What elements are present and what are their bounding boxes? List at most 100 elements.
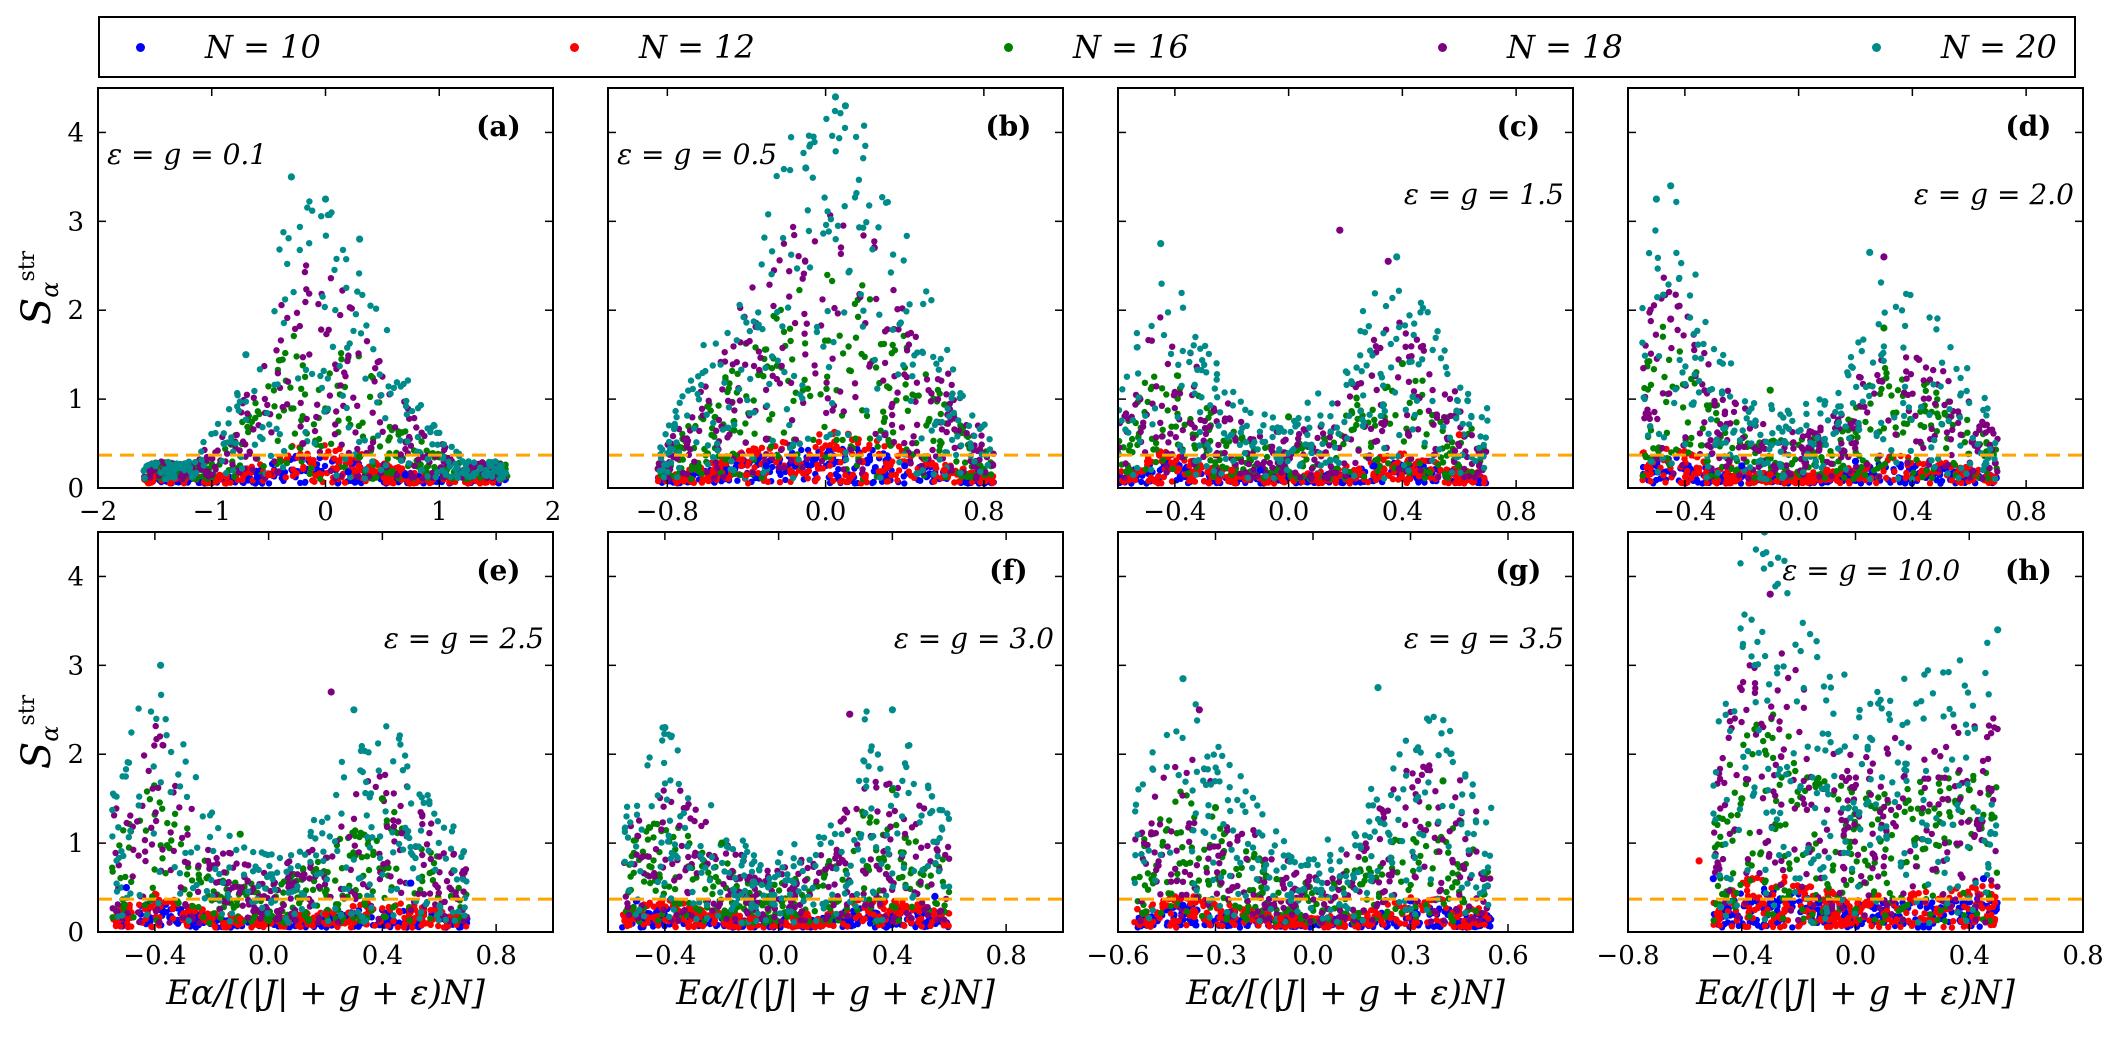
data-point bbox=[909, 373, 916, 380]
data-point bbox=[446, 463, 453, 470]
data-point bbox=[154, 459, 161, 467]
data-point bbox=[709, 454, 717, 461]
data-point bbox=[345, 352, 352, 359]
data-point bbox=[307, 460, 315, 467]
data-point bbox=[271, 308, 278, 315]
data-point bbox=[793, 265, 801, 272]
data-point bbox=[761, 234, 768, 241]
data-point bbox=[734, 477, 741, 484]
data-point bbox=[1861, 403, 1868, 410]
data-point bbox=[905, 468, 912, 475]
data-point bbox=[169, 463, 177, 470]
data-point bbox=[780, 240, 788, 247]
data-point bbox=[890, 286, 897, 294]
data-point bbox=[1382, 302, 1390, 310]
data-point bbox=[327, 275, 335, 282]
data-point bbox=[273, 347, 280, 354]
data-point bbox=[928, 427, 935, 434]
data-point bbox=[1425, 407, 1433, 414]
data-point bbox=[404, 377, 412, 384]
data-point bbox=[1191, 381, 1198, 388]
data-point bbox=[736, 397, 744, 404]
data-point bbox=[820, 343, 827, 350]
data-point bbox=[1157, 240, 1165, 248]
data-point bbox=[790, 372, 798, 380]
data-point bbox=[1160, 457, 1167, 464]
data-point bbox=[1415, 473, 1423, 480]
data-point bbox=[1958, 479, 1965, 486]
data-point bbox=[1864, 409, 1871, 416]
data-point bbox=[747, 375, 754, 383]
data-point bbox=[496, 462, 503, 469]
data-point bbox=[1394, 374, 1402, 381]
data-point bbox=[264, 401, 271, 409]
data-point bbox=[810, 133, 817, 140]
data-point bbox=[832, 471, 839, 478]
data-point bbox=[881, 414, 889, 422]
data-point bbox=[936, 447, 943, 454]
data-point bbox=[1153, 383, 1160, 390]
data-point bbox=[777, 446, 785, 454]
data-point bbox=[242, 351, 250, 359]
x-tick-label: −0.8 bbox=[636, 497, 699, 527]
data-point bbox=[698, 479, 706, 486]
data-point bbox=[363, 338, 371, 345]
data-point bbox=[1876, 473, 1883, 480]
data-point bbox=[895, 443, 903, 450]
data-point bbox=[673, 414, 680, 421]
data-point bbox=[491, 466, 498, 473]
data-point bbox=[840, 408, 847, 415]
data-point bbox=[913, 421, 921, 428]
data-point bbox=[1326, 442, 1333, 449]
data-point bbox=[1269, 464, 1276, 471]
data-point bbox=[333, 408, 340, 415]
data-point bbox=[841, 309, 848, 316]
data-point bbox=[1118, 437, 1123, 445]
data-point bbox=[1699, 425, 1707, 432]
data-point bbox=[1129, 417, 1137, 424]
data-point bbox=[900, 362, 907, 369]
data-point bbox=[1395, 323, 1403, 331]
data-point bbox=[1704, 442, 1711, 449]
data-point bbox=[343, 256, 350, 263]
data-point bbox=[1883, 374, 1890, 382]
data-point bbox=[1188, 420, 1195, 428]
data-point bbox=[780, 464, 788, 471]
data-point bbox=[660, 474, 667, 481]
data-point bbox=[1405, 378, 1413, 385]
data-point bbox=[1949, 421, 1957, 429]
data-point bbox=[1395, 465, 1402, 472]
data-point bbox=[1688, 434, 1695, 442]
data-point bbox=[762, 435, 770, 443]
data-point bbox=[332, 306, 339, 314]
data-point bbox=[937, 355, 944, 363]
data-point bbox=[1221, 418, 1228, 425]
data-point bbox=[874, 385, 881, 392]
x-tick-label: 0 bbox=[317, 497, 334, 527]
data-point bbox=[829, 407, 836, 414]
data-point bbox=[252, 455, 260, 462]
data-point bbox=[1283, 466, 1291, 474]
data-point bbox=[776, 380, 784, 387]
data-point bbox=[325, 326, 332, 333]
data-point bbox=[938, 418, 946, 426]
data-point bbox=[847, 474, 854, 482]
data-point bbox=[1444, 474, 1452, 482]
data-point bbox=[943, 391, 950, 398]
data-point bbox=[397, 437, 404, 444]
legend-marker-n12-icon bbox=[570, 42, 579, 52]
data-point bbox=[826, 462, 834, 469]
data-point bbox=[1894, 387, 1902, 394]
data-point bbox=[1446, 395, 1454, 403]
data-point bbox=[750, 318, 757, 325]
data-point bbox=[318, 326, 325, 333]
data-point bbox=[336, 362, 343, 370]
data-point bbox=[657, 444, 664, 451]
data-point bbox=[986, 446, 994, 453]
data-point bbox=[397, 451, 404, 458]
data-point bbox=[754, 324, 761, 331]
data-point bbox=[1440, 423, 1447, 430]
data-point bbox=[333, 255, 340, 263]
data-point bbox=[346, 340, 353, 347]
